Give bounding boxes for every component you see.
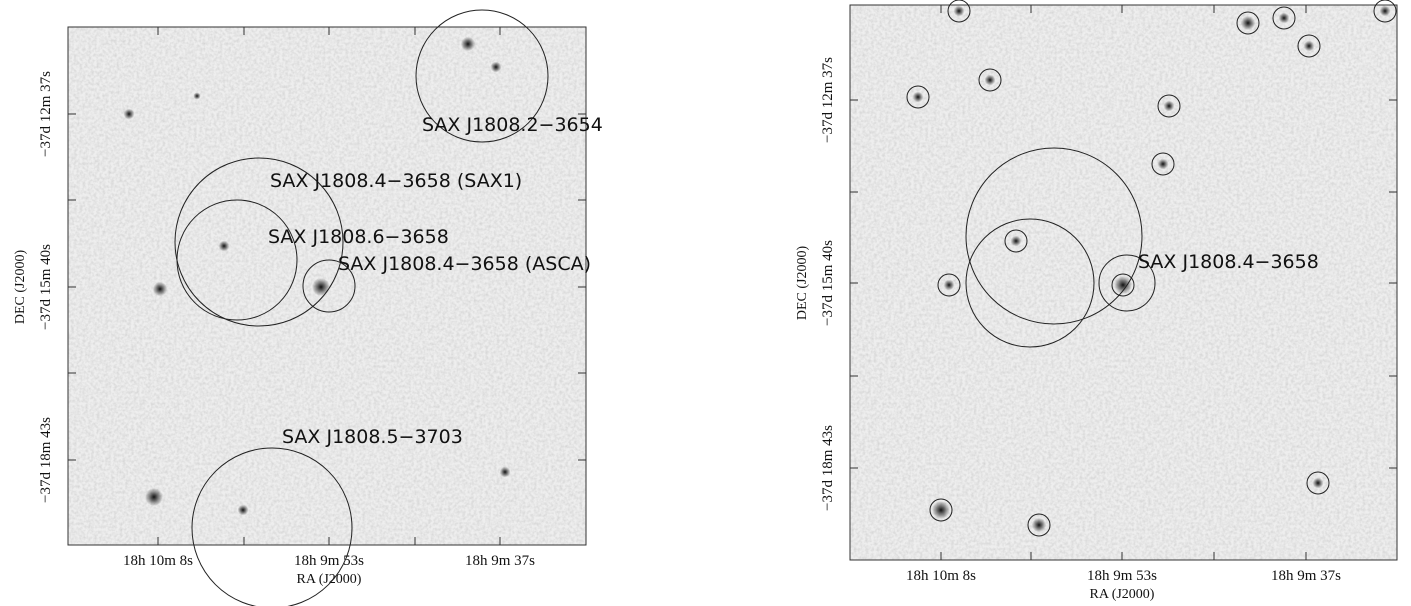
error-circle	[1027, 513, 1051, 537]
source-blob	[1163, 100, 1175, 112]
error-circle	[176, 199, 298, 321]
source-blob	[123, 108, 135, 120]
source-label: SAX J1808.4−3658 (SAX1)	[270, 170, 522, 192]
error-circle	[978, 68, 1002, 92]
y-tick-label: −37d 12m 37s	[820, 57, 836, 143]
error-circle	[906, 85, 930, 109]
error-circle	[174, 157, 344, 327]
x-tick-label: 18h 9m 37s	[1271, 568, 1341, 584]
source-label: SAX J1808.2−3654	[422, 114, 603, 136]
source-blob	[1010, 235, 1022, 247]
x-tick-label: 18h 10m 8s	[123, 553, 193, 569]
source-blob	[1278, 12, 1290, 24]
source-label: SAX J1808.4−3658	[1138, 251, 1319, 273]
error-circle	[1098, 254, 1156, 312]
frame	[67, 26, 587, 546]
source-blob	[932, 501, 950, 519]
error-circle	[947, 0, 971, 23]
error-circle	[302, 259, 356, 313]
source-blob	[953, 5, 965, 17]
x-tick-label: 18h 9m 53s	[1087, 568, 1157, 584]
source-blob	[1303, 40, 1315, 52]
source-blob	[460, 36, 476, 52]
error-circle	[965, 218, 1095, 348]
error-circle	[1373, 0, 1397, 23]
error-circle	[1306, 471, 1330, 495]
error-circle	[415, 9, 549, 143]
x-axis-label: RA (J2000)	[297, 572, 362, 587]
y-tick-label: −37d 18m 43s	[38, 417, 54, 503]
y-tick-label: −37d 15m 40s	[820, 240, 836, 326]
source-label: SAX J1808.5−3703	[282, 426, 463, 448]
error-circle	[1272, 6, 1296, 30]
y-tick-label: −37d 12m 37s	[38, 71, 54, 157]
error-circle	[1004, 229, 1028, 253]
source-blob	[145, 488, 163, 506]
source-blob	[1031, 517, 1047, 533]
x-tick-label: 18h 9m 53s	[294, 553, 364, 569]
source-blob	[1312, 477, 1324, 489]
x-tick-label: 18h 9m 37s	[465, 553, 535, 569]
error-circle	[1151, 152, 1175, 176]
y-tick-label: −37d 15m 40s	[38, 244, 54, 330]
source-blob	[152, 281, 168, 297]
error-circle	[937, 273, 961, 297]
source-blob	[1157, 158, 1169, 170]
error-circle	[1111, 273, 1135, 297]
x-tick-label: 18h 10m 8s	[906, 568, 976, 584]
x-axis-label: RA (J2000)	[1090, 587, 1155, 602]
source-blob	[912, 91, 924, 103]
source-blob	[490, 61, 502, 73]
source-blob	[984, 74, 996, 86]
source-blob	[193, 92, 201, 100]
error-circle	[191, 447, 353, 606]
error-circle	[965, 147, 1143, 325]
source-blob	[943, 279, 955, 291]
source-blob	[1379, 5, 1391, 17]
source-label: SAX J1808.4−3658 (ASCA)	[338, 253, 591, 275]
y-tick-label: −37d 18m 43s	[820, 425, 836, 511]
error-circle	[1236, 11, 1260, 35]
y-axis-label: DEC (J2000)	[13, 250, 28, 325]
source-blob	[499, 466, 511, 478]
source-blob	[312, 278, 330, 296]
error-circle	[1157, 94, 1181, 118]
source-blob	[1240, 15, 1256, 31]
error-circle	[1297, 34, 1321, 58]
y-axis-label: DEC (J2000)	[795, 246, 810, 321]
source-blob	[237, 504, 249, 516]
error-circle	[929, 498, 953, 522]
source-blob	[1114, 276, 1132, 294]
source-blob	[218, 240, 230, 252]
source-label: SAX J1808.6−3658	[268, 226, 449, 248]
